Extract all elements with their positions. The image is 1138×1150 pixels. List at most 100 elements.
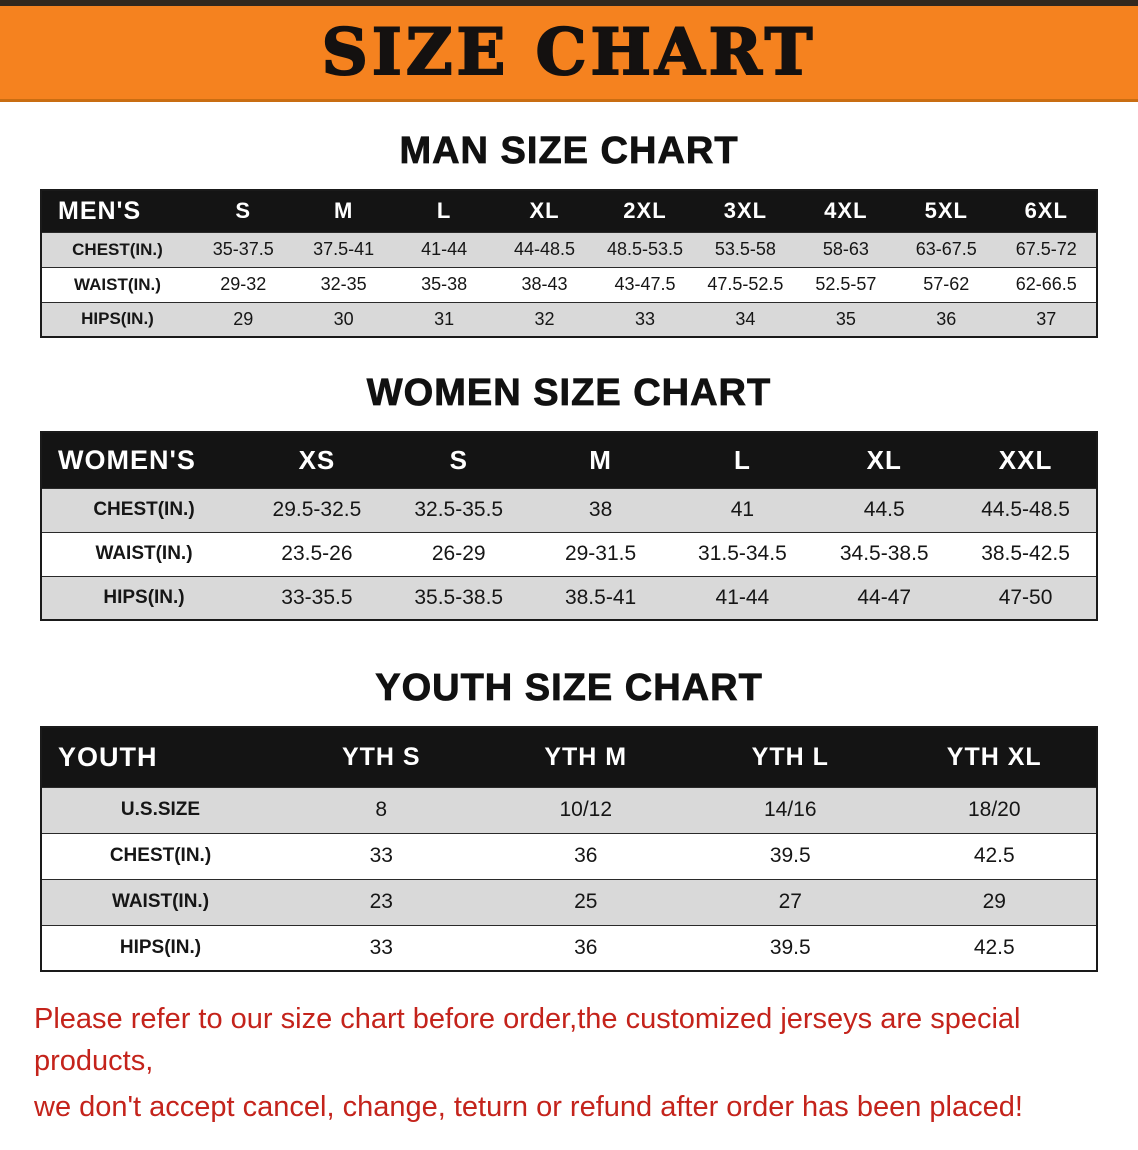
table-row: CHEST(IN.) 33 36 39.5 42.5 xyxy=(41,832,1097,879)
table-cell: 39.5 xyxy=(688,832,893,879)
row-label: CHEST(IN.) xyxy=(41,487,246,532)
table-cell: 41-44 xyxy=(671,575,814,620)
row-label: HIPS(IN.) xyxy=(41,575,246,620)
table-cell: 27 xyxy=(688,878,893,925)
column-header: YTH M xyxy=(483,727,688,787)
table-cell: 30 xyxy=(293,301,394,337)
youth-size-table-holder: YOUTH YTH S YTH M YTH L YTH XL U.S.SIZE 8 10/12… xyxy=(40,726,1098,972)
table-cell: 36 xyxy=(896,301,997,337)
size-table: WOMEN'S XS S M L XL XXL CHEST(IN.) 29.5-32.5 32.5… xyxy=(40,431,1098,621)
table-cell: 29 xyxy=(193,301,294,337)
table-cell: 33-35.5 xyxy=(246,575,388,620)
column-header: L xyxy=(393,190,495,232)
banner: SIZE CHART xyxy=(0,6,1138,102)
table-row: U.S.SIZE 8 10/12 14/16 18/20 xyxy=(41,786,1097,833)
column-header: 4XL xyxy=(795,190,897,232)
row-label: HIPS(IN.) xyxy=(41,301,193,337)
table-cell: 26-29 xyxy=(387,531,530,576)
table-row: WAIST(IN.) 29-32 32-35 35-38 38-43 43-47.5 47.… xyxy=(41,266,1097,302)
section-women: WOMEN SIZE CHART WOMEN'S XS S M L XL XXL CHEST(… xyxy=(0,372,1138,621)
table-cell: 29.5-32.5 xyxy=(246,487,388,532)
table-cell: 23.5-26 xyxy=(246,531,388,576)
column-header: XS xyxy=(246,432,388,488)
table-corner-label: YOUTH xyxy=(41,727,279,787)
table-cell: 23 xyxy=(279,878,484,925)
womens-size-table-holder: WOMEN'S XS S M L XL XXL CHEST(IN.) 29.5-32.5 32.5… xyxy=(40,431,1098,621)
table-cell: 41-44 xyxy=(393,231,495,267)
table-cell: 29 xyxy=(892,878,1097,925)
section-youth: YOUTH SIZE CHART YOUTH YTH S YTH M YTH L YTH… xyxy=(0,667,1138,972)
header-row: YOUTH YTH S YTH M YTH L YTH XL xyxy=(41,727,1097,787)
table-cell: 47.5-52.5 xyxy=(695,266,796,302)
table-cell: 38 xyxy=(529,487,672,532)
section-heading-men: MAN SIZE CHART xyxy=(399,130,739,173)
table-cell: 34 xyxy=(695,301,796,337)
table-cell: 48.5-53.5 xyxy=(594,231,696,267)
table-row: HIPS(IN.) 33 36 39.5 42.5 xyxy=(41,924,1097,971)
column-header: 5XL xyxy=(896,190,997,232)
column-header: YTH XL xyxy=(892,727,1097,787)
table-cell: 41 xyxy=(671,487,814,532)
table-cell: 44-48.5 xyxy=(494,231,595,267)
row-label: WAIST(IN.) xyxy=(41,266,193,302)
column-header: XL xyxy=(494,190,595,232)
table-cell: 38.5-42.5 xyxy=(955,531,1097,576)
table-row: WAIST(IN.) 23 25 27 29 xyxy=(41,878,1097,925)
column-header: S xyxy=(193,190,294,232)
table-cell: 52.5-57 xyxy=(795,266,897,302)
table-cell: 29-32 xyxy=(193,266,294,302)
footer-note: Please refer to our size chart before or… xyxy=(34,998,1108,1128)
column-header: YTH L xyxy=(688,727,893,787)
table-cell: 42.5 xyxy=(892,924,1097,971)
table-cell: 44.5 xyxy=(813,487,956,532)
table-corner-label: MEN'S xyxy=(41,190,193,232)
table-cell: 33 xyxy=(279,832,484,879)
table-cell: 31.5-34.5 xyxy=(671,531,814,576)
column-header: XXL xyxy=(955,432,1097,488)
table-cell: 29-31.5 xyxy=(529,531,672,576)
table-cell: 32 xyxy=(494,301,595,337)
table-cell: 33 xyxy=(594,301,696,337)
table-cell: 36 xyxy=(483,924,688,971)
table-corner-label: WOMEN'S xyxy=(41,432,246,488)
table-cell: 53.5-58 xyxy=(695,231,796,267)
table-cell: 58-63 xyxy=(795,231,897,267)
table-cell: 18/20 xyxy=(892,786,1097,833)
table-cell: 35 xyxy=(795,301,897,337)
table-row: CHEST(IN.) 35-37.5 37.5-41 41-44 44-48.5 48.5… xyxy=(41,231,1097,267)
table-cell: 47-50 xyxy=(955,575,1097,620)
table-cell: 67.5-72 xyxy=(996,231,1097,267)
table-cell: 42.5 xyxy=(892,832,1097,879)
table-cell: 39.5 xyxy=(688,924,893,971)
column-header: M xyxy=(529,432,672,488)
table-row: HIPS(IN.) 33-35.5 35.5-38.5 38.5-41 41-44 44-… xyxy=(41,575,1097,620)
row-label: CHEST(IN.) xyxy=(41,832,279,879)
table-cell: 36 xyxy=(483,832,688,879)
table-cell: 44.5-48.5 xyxy=(955,487,1097,532)
table-cell: 34.5-38.5 xyxy=(813,531,956,576)
table-cell: 43-47.5 xyxy=(594,266,696,302)
note-line-2: we don't accept cancel, change, teturn o… xyxy=(34,1091,1023,1124)
table-cell: 35.5-38.5 xyxy=(387,575,530,620)
table-cell: 62-66.5 xyxy=(996,266,1097,302)
section-heading-youth: YOUTH SIZE CHART xyxy=(375,667,763,710)
table-cell: 8 xyxy=(279,786,484,833)
row-label: WAIST(IN.) xyxy=(41,531,246,576)
note-line-1: Please refer to our size chart before or… xyxy=(34,1003,1021,1078)
header-row: MEN'S S M L XL 2XL 3XL 4XL 5XL 6XL xyxy=(41,190,1097,232)
table-cell: 63-67.5 xyxy=(896,231,997,267)
table-row: HIPS(IN.) 29 30 31 32 33 34 35 36 37 xyxy=(41,301,1097,337)
table-cell: 38-43 xyxy=(494,266,595,302)
table-cell: 37.5-41 xyxy=(293,231,394,267)
row-label: CHEST(IN.) xyxy=(41,231,193,267)
table-cell: 32.5-35.5 xyxy=(387,487,530,532)
section-heading-women: WOMEN SIZE CHART xyxy=(366,372,772,415)
page-title: SIZE CHART xyxy=(321,14,817,90)
table-row: WAIST(IN.) 23.5-26 26-29 29-31.5 31.5-34.5 34… xyxy=(41,531,1097,576)
table-cell: 38.5-41 xyxy=(529,575,672,620)
size-table: MEN'S S M L XL 2XL 3XL 4XL 5XL 6XL CHEST(IN.) 35-37… xyxy=(40,189,1098,338)
row-label: WAIST(IN.) xyxy=(41,878,279,925)
table-cell: 31 xyxy=(393,301,495,337)
column-header: 6XL xyxy=(996,190,1097,232)
table-cell: 25 xyxy=(483,878,688,925)
